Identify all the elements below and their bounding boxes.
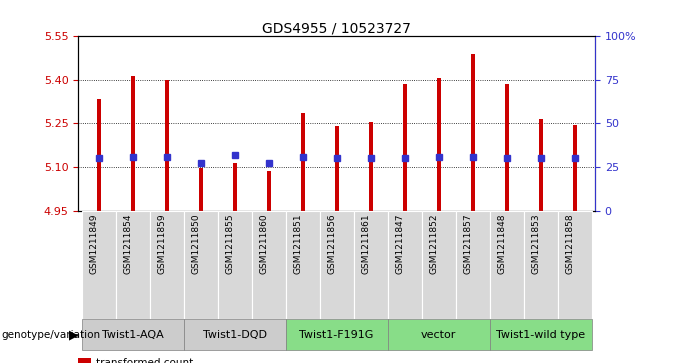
Text: GSM1211858: GSM1211858 [566,214,575,274]
Text: vector: vector [421,330,456,340]
Text: Twist1-F191G: Twist1-F191G [299,330,374,340]
Text: GSM1211849: GSM1211849 [90,214,99,274]
Text: ▶: ▶ [69,329,78,341]
Bar [335,126,339,211]
FancyBboxPatch shape [490,211,524,319]
Text: GSM1211852: GSM1211852 [430,214,439,274]
Text: GSM1211861: GSM1211861 [362,214,371,274]
Bar [437,78,441,211]
Text: Twist1-wild type: Twist1-wild type [496,330,585,340]
Bar [505,84,509,211]
Bar [165,80,169,211]
Text: genotype/variation: genotype/variation [1,330,101,340]
Text: GSM1211855: GSM1211855 [226,214,235,274]
FancyBboxPatch shape [320,211,354,319]
FancyBboxPatch shape [184,211,218,319]
FancyBboxPatch shape [422,211,456,319]
FancyBboxPatch shape [286,211,320,319]
Text: GSM1211853: GSM1211853 [532,214,541,274]
FancyBboxPatch shape [388,319,490,350]
Text: Twist1-AQA: Twist1-AQA [102,330,163,340]
FancyBboxPatch shape [150,211,184,319]
Text: GSM1211854: GSM1211854 [124,214,133,274]
FancyBboxPatch shape [218,211,252,319]
Text: GSM1211851: GSM1211851 [294,214,303,274]
Bar [267,171,271,211]
Bar [573,125,577,211]
Text: Twist1-DQD: Twist1-DQD [203,330,267,340]
FancyBboxPatch shape [524,211,558,319]
Bar [97,99,101,211]
FancyBboxPatch shape [354,211,388,319]
Text: GSM1211850: GSM1211850 [192,214,201,274]
FancyBboxPatch shape [286,319,388,350]
Bar [131,76,135,211]
FancyBboxPatch shape [82,319,184,350]
Text: transformed count: transformed count [97,358,194,363]
FancyBboxPatch shape [184,319,286,350]
Bar [199,168,203,211]
Bar [539,119,543,211]
Bar [369,122,373,211]
Bar [78,358,91,363]
Text: GSM1211847: GSM1211847 [396,214,405,274]
Title: GDS4955 / 10523727: GDS4955 / 10523727 [262,21,411,35]
Bar [403,84,407,211]
FancyBboxPatch shape [388,211,422,319]
Text: GSM1211859: GSM1211859 [158,214,167,274]
FancyBboxPatch shape [252,211,286,319]
Bar [301,113,305,211]
FancyBboxPatch shape [116,211,150,319]
Text: GSM1211848: GSM1211848 [498,214,507,274]
Text: GSM1211857: GSM1211857 [464,214,473,274]
Bar [233,163,237,211]
Bar [471,54,475,211]
Text: GSM1211856: GSM1211856 [328,214,337,274]
FancyBboxPatch shape [456,211,490,319]
FancyBboxPatch shape [558,211,592,319]
FancyBboxPatch shape [82,211,116,319]
FancyBboxPatch shape [490,319,592,350]
Text: GSM1211860: GSM1211860 [260,214,269,274]
